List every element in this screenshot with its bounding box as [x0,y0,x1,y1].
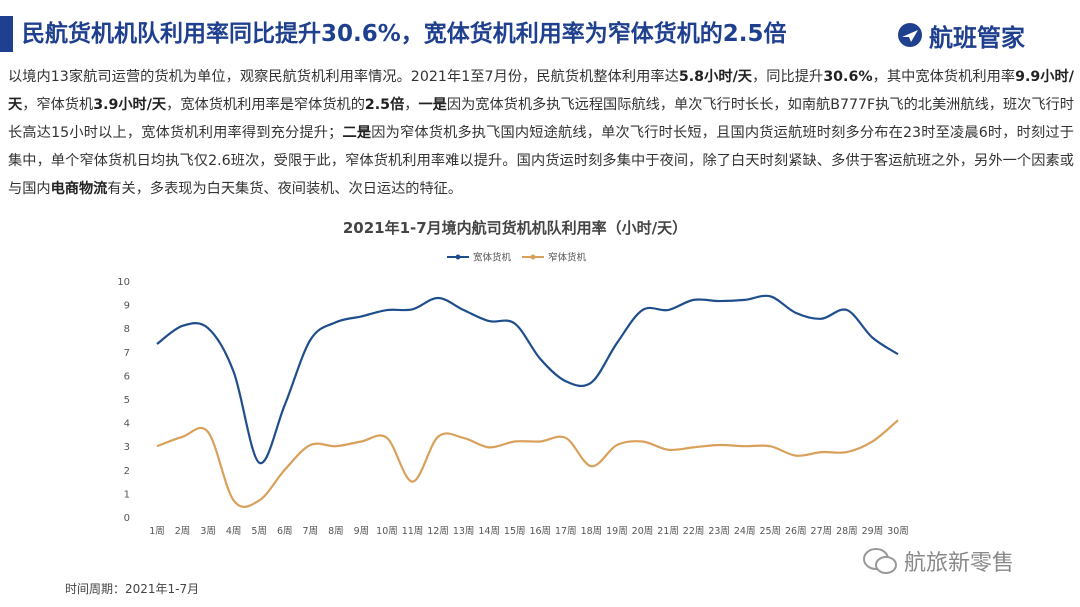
x-tick-label: 17周 [555,526,577,537]
x-tick-label: 4周 [226,526,242,537]
series-line [156,419,899,508]
footer: 时间周期：2021年1-7月 [65,582,200,596]
x-tick-label: 2周 [175,526,191,537]
x-tick-label: 16周 [529,526,551,537]
x-tick-label: 22周 [683,526,705,537]
bold-text: 二是 [342,125,372,141]
x-tick-label: 9周 [354,526,370,537]
x-tick-label: 27周 [811,526,833,537]
x-tick-label: 5周 [251,526,267,537]
y-tick-label: 4 [124,419,130,430]
y-tick-label: 5 [124,395,130,406]
x-tick-label: 6周 [277,526,293,537]
x-tick-label: 21周 [657,526,679,537]
x-tick-label: 24周 [734,526,756,537]
x-tick-label: 12周 [427,526,449,537]
x-tick-label: 14周 [478,526,500,537]
x-tick-label: 8周 [328,526,344,537]
x-tick-label: 1周 [149,526,165,537]
y-tick-label: 2 [124,466,130,477]
x-tick-label: 19周 [606,526,628,537]
logo: 航班管家 [897,20,1025,52]
x-tick-label: 11周 [402,526,424,537]
text: 因为宽体货机多执飞远程国际航线，单次飞行时长长，如南航B777F执飞的北美洲航线… [8,97,1074,141]
bold-text: 3.9小时/天 [93,97,167,113]
text: ， [404,97,419,113]
x-tick-label: 23周 [708,526,730,537]
x-tick-label: 18周 [581,526,603,537]
watermark-text: 航旅新零售 [904,551,1015,576]
text: ，宽体货机利用率是窄体货机的 [166,97,365,113]
y-tick-label: 8 [124,324,130,335]
chart-title: 2021年1-7月境内航司货机机队利用率（小时/天） [343,219,687,237]
x-tick-label: 25周 [759,526,781,537]
y-tick-label: 7 [124,348,130,359]
legend-dot [455,254,461,260]
title-strip [0,16,13,52]
bold-text: 电商物流 [50,181,108,197]
legend-label: 窄体货机 [548,252,587,264]
x-tick-label: 3周 [200,526,216,537]
text: 有关，多表现为白天集货、夜间装机、次日运达的特征。 [107,181,463,197]
bold-text: 一是 [418,97,447,113]
y-tick-label: 10 [117,277,130,288]
title: 民航货机机队利用率同比提升30.6%，宽体货机利用率为窄体货机的2.5倍 [22,21,787,47]
watermark: 航旅新零售 [862,545,1014,577]
title-bar: 民航货机机队利用率同比提升30.6%，宽体货机利用率为窄体货机的2.5倍 航班管… [0,16,1080,54]
logo-text: 航班管家 [929,23,1025,52]
chart: 2021年1-7月境内航司货机机队利用率（小时/天） 0 1 2 3 4 5 6 7 8 9 10 1周… [117,219,909,537]
x-tick-label: 20周 [632,526,654,537]
wechat-icon [863,548,897,574]
text: 以境内13家航司运营的货机为单位，观察民航货机利用率情况。2021年1至7月份，… [8,69,679,85]
y-tick-label: 0 [124,513,130,524]
paragraph: 以境内13家航司运营的货机为单位，观察民航货机利用率情况。2021年1至7月份，… [8,63,1074,203]
x-tick-label: 30周 [887,526,909,537]
x-tick-label: 7周 [303,526,319,537]
legend-dot [530,254,536,260]
legend-label: 宽体货机 [473,252,512,264]
x-tick-label: 26周 [785,526,807,537]
bold-text: 9.9小时/天 [8,69,1074,113]
text: ，其中宽体货机利用率 [872,69,1016,85]
x-tick-label: 10周 [376,526,398,537]
logo-icon [898,23,922,47]
bold-text: 2.5倍 [364,97,405,113]
y-tick-label: 3 [124,442,130,453]
text: 因为窄体货机多执飞国内短途航线，单次飞行时长短，且国内货运航班时刻多分布在23时… [8,125,1074,197]
y-tick-label: 9 [124,301,130,312]
y-tick-label: 1 [124,489,130,500]
text: ，同比提升 [752,69,824,85]
y-tick-label: 6 [124,371,130,382]
series-line [156,294,899,464]
x-tick-label: 13周 [453,526,475,537]
x-tick-label: 29周 [862,526,884,537]
bold-text: 5.8小时/天 [678,69,753,85]
bold-text: 30.6% [823,69,873,85]
text: ，窄体货机 [22,97,94,113]
x-tick-label: 28周 [836,526,858,537]
x-tick-label: 15周 [504,526,526,537]
